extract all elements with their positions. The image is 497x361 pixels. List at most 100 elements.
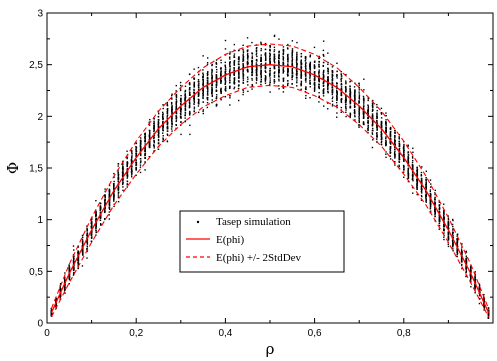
data-point xyxy=(260,80,262,82)
data-point xyxy=(291,74,293,77)
data-point xyxy=(380,113,383,115)
data-point xyxy=(429,194,432,196)
data-point xyxy=(162,132,164,134)
data-point xyxy=(362,99,365,101)
data-point xyxy=(309,64,311,66)
data-point xyxy=(461,246,463,248)
data-point xyxy=(255,79,258,82)
data-point xyxy=(269,59,271,61)
data-point xyxy=(430,183,432,185)
data-point xyxy=(206,87,209,89)
data-point xyxy=(175,106,177,108)
data-point xyxy=(229,81,231,84)
data-point xyxy=(224,76,226,78)
data-point xyxy=(144,153,146,155)
data-point xyxy=(264,78,267,80)
data-point xyxy=(318,101,320,103)
data-point xyxy=(162,104,164,106)
data-point xyxy=(322,64,325,67)
data-point xyxy=(207,90,209,93)
data-point xyxy=(411,186,414,189)
data-point xyxy=(398,150,401,152)
data-point xyxy=(278,54,280,56)
data-point xyxy=(354,91,356,93)
data-point xyxy=(363,116,365,119)
data-point xyxy=(429,205,432,208)
data-point xyxy=(407,167,410,169)
data-point xyxy=(420,173,423,176)
data-point xyxy=(180,97,182,100)
data-point xyxy=(144,133,146,136)
data-point xyxy=(349,92,351,95)
data-point xyxy=(207,70,209,73)
data-point xyxy=(420,177,423,180)
data-point xyxy=(349,85,351,87)
data-point xyxy=(166,126,169,128)
data-point xyxy=(380,135,383,138)
data-point xyxy=(162,111,164,114)
data-point xyxy=(202,78,204,81)
data-point xyxy=(189,124,191,127)
data-point xyxy=(179,99,182,101)
data-point xyxy=(229,65,231,67)
data-point xyxy=(180,110,182,112)
data-point xyxy=(220,87,222,90)
data-point xyxy=(461,252,463,254)
data-point xyxy=(251,88,253,90)
data-point xyxy=(354,92,356,94)
data-point xyxy=(122,169,124,172)
data-point xyxy=(81,242,84,244)
data-point xyxy=(291,83,293,85)
data-point xyxy=(456,248,459,251)
data-point xyxy=(304,75,307,77)
data-point xyxy=(144,156,146,159)
data-point xyxy=(91,236,93,238)
data-point xyxy=(323,61,325,64)
data-point xyxy=(247,46,249,48)
data-point xyxy=(349,88,351,91)
data-point xyxy=(269,58,271,60)
data-point xyxy=(420,171,423,174)
data-point xyxy=(394,137,396,139)
data-point xyxy=(354,89,356,91)
data-point xyxy=(180,100,182,102)
data-point xyxy=(456,242,458,244)
data-point xyxy=(372,106,374,108)
data-point xyxy=(278,72,280,74)
data-point xyxy=(407,160,409,163)
data-point xyxy=(113,183,115,185)
data-point xyxy=(372,114,374,117)
data-point xyxy=(282,61,285,64)
data-point xyxy=(291,64,293,66)
data-point xyxy=(327,84,329,86)
data-point xyxy=(108,190,111,192)
data-point xyxy=(265,71,267,74)
data-point xyxy=(251,68,254,71)
data-point xyxy=(220,77,222,79)
data-point xyxy=(389,131,392,133)
data-point xyxy=(327,68,329,71)
data-point xyxy=(282,46,285,48)
data-point xyxy=(394,136,396,138)
data-point xyxy=(130,165,133,167)
data-point xyxy=(465,268,467,270)
data-point xyxy=(175,96,178,99)
data-point xyxy=(184,112,187,114)
data-point xyxy=(113,180,115,183)
data-point xyxy=(162,129,164,132)
data-point xyxy=(470,277,472,279)
data-point xyxy=(117,171,119,173)
data-point xyxy=(224,87,227,90)
data-point xyxy=(82,252,84,254)
data-point xyxy=(313,64,316,66)
data-point xyxy=(86,234,88,236)
data-point xyxy=(336,95,338,97)
data-point xyxy=(322,75,325,78)
data-point xyxy=(452,242,454,244)
data-point xyxy=(233,72,235,74)
data-point xyxy=(171,117,173,119)
data-point xyxy=(443,224,445,226)
data-point xyxy=(425,198,427,200)
data-point xyxy=(434,209,436,212)
data-point xyxy=(461,243,463,245)
